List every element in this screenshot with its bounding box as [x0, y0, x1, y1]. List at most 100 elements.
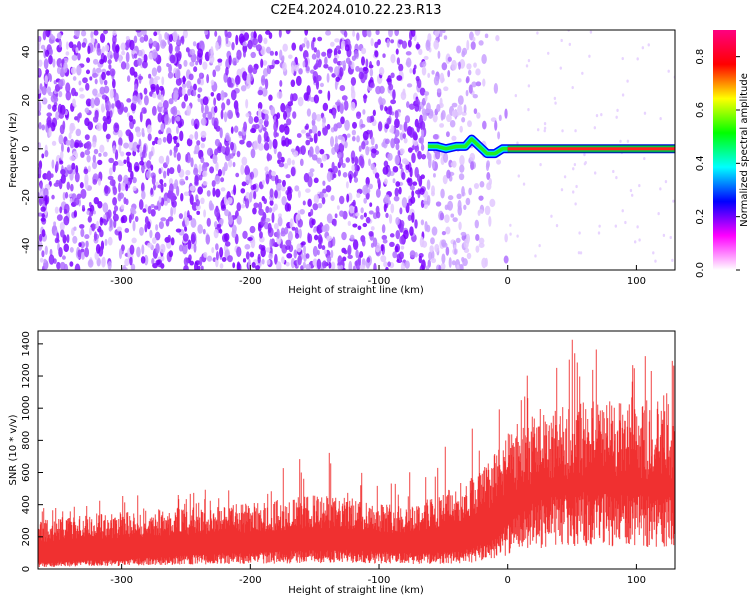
spectrogram-cell [214, 30, 218, 37]
spectrogram-cell [276, 228, 280, 239]
spectrogram-cell [307, 176, 313, 188]
spectrogram-cell [473, 108, 478, 115]
spectrogram-cell [215, 161, 219, 172]
spectrogram-cell [405, 163, 410, 171]
spectrogram-cell [451, 59, 457, 71]
spectrogram-cell [89, 226, 92, 236]
spectrogram-cell [372, 109, 376, 117]
spectrogram-cell [63, 62, 68, 74]
spectrogram-cell [253, 202, 259, 209]
spectrogram-cell [380, 98, 386, 106]
spectrogram-cell [277, 151, 282, 160]
spectrogram-cell [58, 39, 62, 48]
spectrogram-cell [344, 44, 350, 52]
spectrogram-cell [335, 101, 341, 106]
spectrogram-cell [550, 214, 553, 218]
spectrogram-cell [463, 204, 467, 211]
spectrogram-cell [86, 155, 91, 163]
spectrogram-cell [80, 151, 85, 158]
spectrogram-cell [190, 218, 197, 228]
spectrogram-cell [434, 243, 440, 253]
spectrogram-cell [79, 87, 84, 92]
spectrogram-cell [148, 151, 152, 161]
spectrogram-cell [573, 162, 577, 167]
spectrogram-cell [377, 121, 383, 132]
spectrogram-cell [105, 133, 111, 140]
spectrogram-cell [387, 261, 391, 267]
spectrogram-cell [322, 193, 329, 198]
spectrogram-cell [132, 220, 136, 232]
spectrogram-cell [283, 163, 289, 169]
spectrogram-cell [413, 64, 417, 70]
spectrogram-cell [359, 251, 364, 258]
spectrogram-cell [52, 58, 56, 68]
spectrogram-cell [370, 163, 375, 171]
spectrogram-cell [280, 102, 286, 113]
spectrogram-cell [340, 43, 344, 51]
spectrogram-cell [345, 157, 351, 163]
spectrogram-cell [280, 185, 286, 192]
spectrogram-cell [232, 161, 236, 168]
spectrogram-cell [436, 88, 442, 94]
spectrogram-cell [65, 90, 72, 101]
spectrogram-cell [270, 170, 276, 177]
snr-y-tick-label: 1200 [21, 363, 32, 388]
spectrogram-cell [264, 166, 269, 172]
spectrogram-cell [225, 145, 231, 155]
spectrogram-cell [278, 30, 282, 38]
spectrogram-cell [129, 244, 135, 255]
spectrogram-cell [132, 176, 137, 184]
spectrogram-cell [374, 50, 379, 58]
spectrogram-cell [112, 30, 117, 36]
spectrogram-cell [156, 65, 162, 73]
spectrogram-cell [281, 256, 285, 264]
spectrogram-cell [112, 186, 118, 196]
colorbar-label: Normalized spectral amplitude [739, 73, 750, 227]
spectrogram-cell [337, 255, 343, 266]
spectrogram-cell [60, 150, 64, 160]
spectrogram-cell [414, 219, 418, 229]
spectrogram-cell [130, 207, 136, 214]
spectrogram-cell [168, 250, 174, 258]
spectrogram-cell [92, 161, 98, 170]
spectrogram-cell [71, 54, 78, 61]
spectrogram-cell [383, 261, 388, 268]
colorbar-ticks: 0.0 0.2 0.4 0.6 0.8 [695, 49, 740, 278]
spectrogram-cell [80, 248, 85, 253]
spectrogram-cell [113, 92, 119, 103]
spectrogram-cell [437, 50, 441, 59]
spectrogram-cell [269, 64, 275, 70]
spectrogram-cell [327, 90, 331, 101]
colorbar: 0.0 0.2 0.4 0.6 0.8 Normalized spectral ampl… [695, 30, 750, 278]
spectrogram-cell [465, 233, 471, 244]
spectrogram-cell [430, 237, 435, 245]
spectrogram-cell [435, 201, 442, 207]
spectrogram-cell [398, 251, 404, 260]
spectrogram-cell [192, 41, 197, 47]
spectrogram-cell [99, 33, 106, 43]
spectrogram-cell [559, 66, 562, 70]
spectrogram-cell [377, 177, 381, 185]
spectrogram-cell [413, 140, 419, 146]
spectrogram-cell [198, 174, 203, 181]
spectrogram-cell [588, 54, 591, 58]
spectrogram-cell [330, 249, 334, 259]
spectrogram-cell [245, 251, 250, 260]
spectrogram-cell [202, 228, 206, 235]
spectrogram-cell [359, 264, 366, 270]
spectrogram-cell [399, 207, 403, 215]
spectrogram-cell [525, 64, 529, 68]
spectrogram-cell [469, 152, 476, 162]
spectrogram-cell [616, 108, 619, 112]
spectrogram-cell [80, 188, 87, 199]
colorbar-tick-label: 0.0 [695, 262, 706, 278]
snr-x-tick-label: 0 [505, 575, 511, 586]
spectrogram-cell [344, 119, 350, 131]
spectrogram-cell [326, 73, 330, 83]
spectrogram-cell [362, 109, 366, 115]
spectrogram-cell [358, 71, 365, 80]
spectrogram-cell [421, 259, 426, 270]
spectrogram-cell [55, 179, 60, 185]
spectrogram-cell [149, 229, 153, 239]
spectrogram-y-axis: -40 -20 0 20 40 [21, 45, 43, 254]
